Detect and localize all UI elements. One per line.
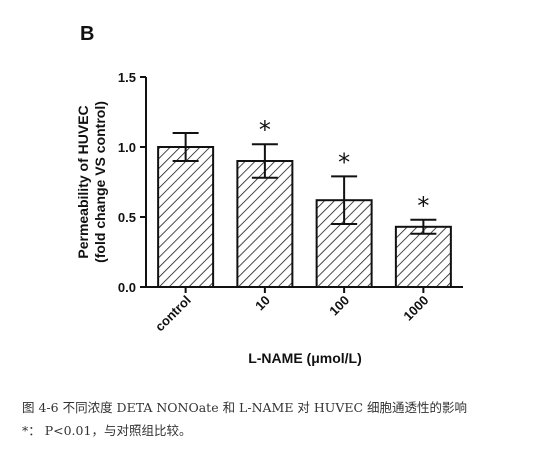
- y-tick-label: 1.5: [118, 70, 136, 85]
- figure-caption: 图 4-6 不同浓度 DETA NONOate 和 L-NAME 对 HUVEC…: [22, 400, 468, 415]
- x-tick-label: control: [152, 293, 194, 335]
- y-tick-label: 0.5: [118, 210, 136, 225]
- panel-label: B: [80, 23, 94, 45]
- bar: [157, 146, 215, 288]
- x-axis-label: L-NAME (μmol/L): [248, 350, 362, 366]
- x-tick-label: 100: [326, 293, 352, 319]
- x-tick-label: 10: [252, 293, 273, 314]
- bar: [236, 160, 294, 288]
- y-tick-label: 0.0: [118, 280, 136, 295]
- significance-marker: *: [259, 116, 271, 144]
- significance-marker: *: [417, 192, 429, 220]
- bar-chart: B 0.0 0.5 1.0 1.5 control 10 100 1000 * * * Perme…: [75, 23, 463, 366]
- figure-footnote: *： P<0.01，与对照组比较。: [22, 423, 192, 438]
- significance-marker: *: [338, 148, 350, 176]
- x-tick-label: 1000: [400, 293, 431, 324]
- y-axis-label-line2: (fold change VS control): [92, 101, 108, 263]
- bar: [394, 225, 452, 289]
- y-axis-label-line1: Permeability of HUVEC: [75, 105, 91, 258]
- bars: * * *: [157, 116, 452, 289]
- y-tick-label: 1.0: [118, 140, 136, 155]
